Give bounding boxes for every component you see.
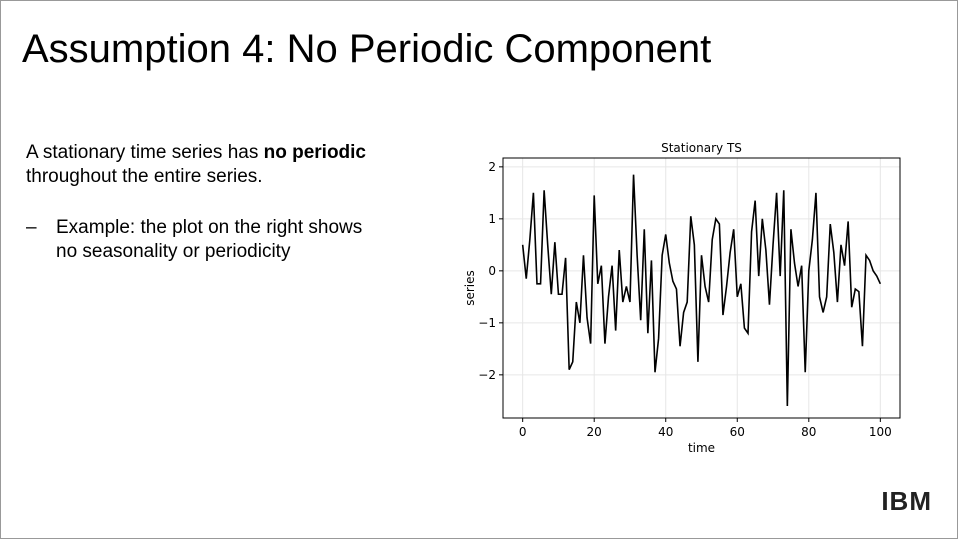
plot-frame: [502, 157, 901, 419]
x-tick-label: 60: [730, 425, 745, 439]
paragraph-bold: no periodic: [264, 142, 367, 163]
series-line: [521, 174, 882, 407]
x-tick-label: 80: [801, 425, 816, 439]
slide-title: Assumption 4: No Periodic Component: [22, 27, 711, 71]
y-tick-label: 1: [488, 212, 496, 226]
x-tick-label: 20: [587, 425, 602, 439]
x-tick-label: 100: [869, 425, 892, 439]
y-tick-label: 2: [488, 160, 496, 174]
x-axis-label: time: [688, 441, 715, 455]
y-axis-label: series: [463, 270, 477, 306]
paragraph-line: throughout the entire series.: [26, 166, 263, 187]
bullet-line: Example: the plot on the right shows: [56, 217, 362, 238]
y-tick-label: 0: [488, 264, 496, 278]
x-tick-label: 40: [658, 425, 673, 439]
y-tick-label: −2: [478, 368, 496, 382]
y-tick-label: −1: [478, 316, 496, 330]
chart-title: Stationary TS: [661, 141, 742, 155]
logo: IBM: [881, 486, 932, 516]
bullet-marker: –: [26, 217, 37, 238]
bullet-line: no seasonality or periodicity: [56, 241, 291, 262]
paragraph-lead: A stationary time series has: [26, 142, 264, 163]
paragraph-line: A stationary time series has no periodic: [26, 142, 366, 163]
x-tick-label: 0: [519, 425, 527, 439]
